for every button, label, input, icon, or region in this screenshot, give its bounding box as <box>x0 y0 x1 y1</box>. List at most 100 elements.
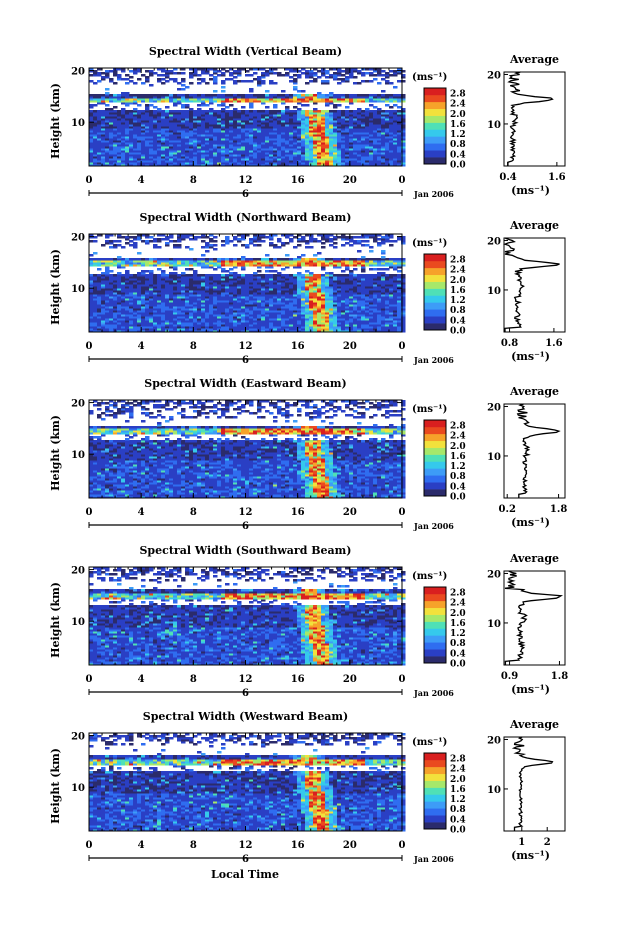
heatmap-cell <box>265 300 270 303</box>
heatmap-cell <box>321 158 326 161</box>
heatmap-cell <box>249 146 254 149</box>
heatmap-cell <box>125 296 130 299</box>
heatmap-cell <box>317 290 322 293</box>
heatmap-cell <box>373 328 378 331</box>
heatmap-cell <box>313 152 318 155</box>
heatmap-cell <box>157 316 162 319</box>
heatmap-cell <box>225 298 230 301</box>
heatmap-cell <box>325 288 330 291</box>
heatmap-cell <box>133 288 138 291</box>
heatmap-cell <box>177 156 182 159</box>
heatmap-cell <box>173 288 178 291</box>
heatmap-cell <box>165 132 170 135</box>
heatmap-cell <box>377 110 382 113</box>
heatmap-cell <box>345 122 350 125</box>
heatmap-cell <box>157 314 162 317</box>
heatmap-cell <box>137 310 142 313</box>
heatmap-cell <box>261 112 266 115</box>
heatmap-cell <box>109 324 114 327</box>
heatmap-cell <box>273 112 278 115</box>
heatmap-cell <box>193 148 198 151</box>
heatmap-cell <box>113 292 118 295</box>
heatmap-cell <box>373 118 378 121</box>
heatmap-cell <box>193 138 198 141</box>
heatmap-cell <box>173 310 178 313</box>
heatmap-cell <box>225 296 230 299</box>
heatmap-cell <box>197 284 202 287</box>
heatmap-cell <box>309 290 314 293</box>
heatmap-cell <box>269 328 274 331</box>
heatmap-cell <box>137 68 142 71</box>
heatmap-cell <box>129 102 134 105</box>
heatmap-cell <box>113 144 118 147</box>
heatmap-cell <box>189 148 194 151</box>
heatmap-cell <box>365 328 370 331</box>
heatmap-cell <box>305 304 310 307</box>
heatmap-cell <box>321 312 326 315</box>
heatmap-cell <box>365 292 370 295</box>
heatmap-cell <box>121 100 126 103</box>
heatmap-cell <box>313 144 318 147</box>
heatmap-cell <box>121 138 126 141</box>
heatmap-cell <box>361 150 366 153</box>
heatmap-cell <box>289 120 294 123</box>
heatmap-cell <box>341 98 346 101</box>
heatmap-cell <box>169 100 174 103</box>
heatmap-cell <box>225 132 230 135</box>
heatmap-cell <box>109 306 114 309</box>
heatmap-cell <box>349 302 354 305</box>
heatmap-cell <box>137 124 142 127</box>
heatmap-cell <box>253 72 258 75</box>
heatmap-cell <box>361 312 366 315</box>
heatmap-cell <box>345 136 350 139</box>
heatmap-cell <box>113 312 118 315</box>
heatmap-cell <box>201 128 206 131</box>
heatmap-cell <box>349 296 354 299</box>
heatmap-cell <box>181 158 186 161</box>
heatmap-cell <box>381 110 386 113</box>
heatmap-cell <box>89 130 94 133</box>
heatmap-cell <box>369 314 374 317</box>
heatmap-cell <box>133 154 138 157</box>
heatmap-cell <box>117 146 122 149</box>
heatmap-cell <box>341 152 346 155</box>
heatmap-cell <box>289 70 294 73</box>
heatmap-cell <box>293 288 298 291</box>
heatmap-cell <box>265 72 270 75</box>
heatmap-cell <box>209 296 214 299</box>
heatmap-cell <box>301 300 306 303</box>
heatmap-cell <box>89 132 94 135</box>
heatmap-cell <box>281 136 286 139</box>
heatmap-cell <box>201 324 206 327</box>
heatmap-cell <box>105 160 110 163</box>
heatmap-cell <box>145 126 150 129</box>
heatmap-cell <box>349 150 354 153</box>
heatmap-cell <box>401 140 406 143</box>
heatmap-cell <box>277 320 282 323</box>
heatmap-cell <box>93 320 98 323</box>
heatmap-cell <box>329 296 334 299</box>
heatmap-cell <box>125 96 130 99</box>
heatmap-cell <box>229 300 234 303</box>
heatmap-cell <box>297 94 302 97</box>
heatmap-cell <box>389 330 394 333</box>
heatmap-cell <box>121 78 126 81</box>
heatmap-cell <box>373 144 378 147</box>
heatmap-cell <box>321 126 326 129</box>
heatmap-cell <box>349 324 354 327</box>
heatmap-cell <box>253 328 258 331</box>
heatmap-cell <box>273 312 278 315</box>
heatmap-cell <box>165 122 170 125</box>
heatmap-cell <box>101 94 106 97</box>
heatmap-cell <box>281 122 286 125</box>
heatmap-cell <box>373 160 378 163</box>
heatmap-cell <box>205 94 210 97</box>
heatmap-cell <box>105 298 110 301</box>
heatmap-cell <box>393 156 398 159</box>
heatmap-cell <box>349 298 354 301</box>
heatmap-cell <box>121 296 126 299</box>
heatmap-cell <box>257 308 262 311</box>
heatmap-cell <box>177 136 182 139</box>
heatmap-cell <box>185 138 190 141</box>
heatmap-cell <box>209 164 214 167</box>
